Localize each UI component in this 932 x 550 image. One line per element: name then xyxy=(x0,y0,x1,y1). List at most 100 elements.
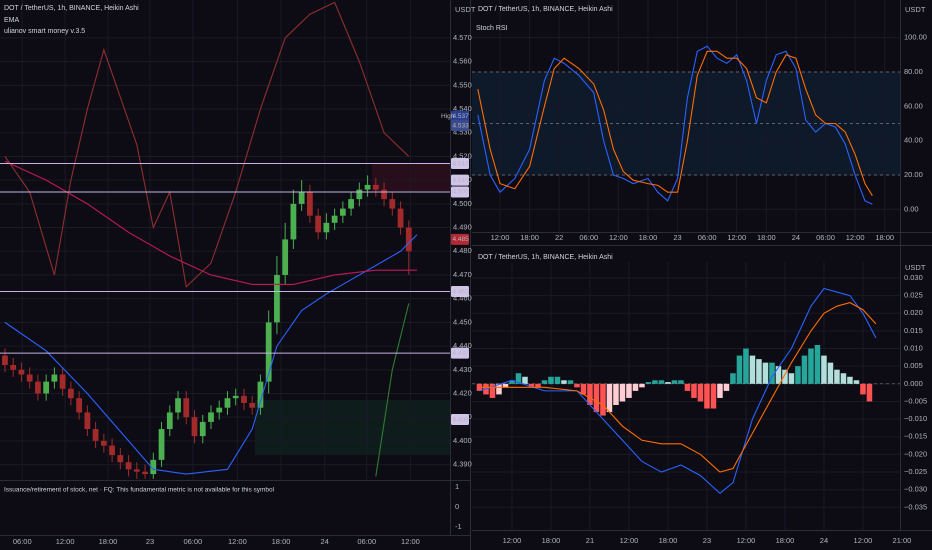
histogram-bar xyxy=(860,383,866,395)
candle-body xyxy=(117,455,124,463)
x-tick-label: 18:00 xyxy=(639,233,658,242)
y-tick-label: 0.025 xyxy=(904,291,923,300)
candle-body xyxy=(109,445,115,456)
histogram-bar xyxy=(593,383,600,413)
candle-body xyxy=(356,189,363,200)
candle-body xyxy=(249,402,256,408)
price-label: 4.485 xyxy=(453,236,470,243)
x-tick-label: 12:00 xyxy=(846,233,865,242)
candle-body xyxy=(331,215,338,223)
candle-body xyxy=(241,395,247,403)
y-tick-label: 4.390 xyxy=(453,460,472,469)
price-label-bg xyxy=(451,120,469,132)
histogram-bar xyxy=(613,383,619,405)
y-tick-label: 0.010 xyxy=(904,344,923,353)
y-tick-label: 100.00 xyxy=(904,33,927,42)
x-tick-label: 06:00 xyxy=(579,233,598,242)
fundamental-note: Issuance/retirement of stock, net · FQ: … xyxy=(4,487,275,494)
candle-body xyxy=(10,365,17,370)
histogram-bar xyxy=(626,383,632,398)
candle-body xyxy=(265,322,272,382)
x-tick-label: 22 xyxy=(555,233,563,242)
candle-body xyxy=(92,429,99,441)
histogram-bar xyxy=(619,383,626,402)
y-tick-label: 4.430 xyxy=(453,365,472,374)
histogram-bar xyxy=(515,373,522,384)
y-tick-label: 0.030 xyxy=(904,273,923,282)
y-tick-label: 0.000 xyxy=(904,379,923,388)
histogram-bar xyxy=(801,355,808,384)
x-tick-label: 12:00 xyxy=(491,233,510,242)
x-tick-label: 24 xyxy=(792,233,800,242)
candle-body xyxy=(100,440,107,446)
indicator-name: Stoch RSI xyxy=(476,25,508,32)
histogram-bar xyxy=(821,355,827,384)
price-label-bg xyxy=(451,286,469,298)
indicator-name: EMA xyxy=(4,17,20,24)
candle-body xyxy=(158,429,165,460)
histogram-bar xyxy=(756,359,762,384)
histogram-bar xyxy=(827,362,834,384)
x-tick-label: 24 xyxy=(820,536,828,545)
high-label: High xyxy=(441,113,455,120)
histogram-bar xyxy=(671,380,678,384)
histogram-bar xyxy=(574,383,580,388)
y-tick-label: 80.00 xyxy=(904,67,923,76)
histogram-bar xyxy=(808,348,814,384)
x-tick-label: 18:00 xyxy=(757,233,776,242)
x-tick-label: 12:00 xyxy=(620,536,639,545)
y-tick-label: 4.570 xyxy=(453,33,472,42)
x-tick-label: 12:00 xyxy=(401,537,420,546)
price-pane xyxy=(0,0,450,480)
y-tick-label: 40.00 xyxy=(904,136,923,145)
x-tick-label: 18:00 xyxy=(875,233,894,242)
chart-title: DOT / TetherUS, 1h, BINANCE, Heikin Ashi xyxy=(478,6,613,13)
candle-body xyxy=(389,199,396,209)
histogram-bar xyxy=(561,380,567,384)
histogram-bar xyxy=(840,373,847,384)
x-tick-label: 06:00 xyxy=(357,537,376,546)
candle-body xyxy=(323,222,330,233)
x-tick-label: 18:00 xyxy=(542,536,561,545)
y-tick-label: 0.020 xyxy=(904,308,923,317)
price-label-bg xyxy=(451,110,469,122)
candle-body xyxy=(142,471,148,475)
indicator-line xyxy=(4,160,418,285)
y-tick-label: 4.460 xyxy=(453,294,472,303)
histogram-bar xyxy=(502,383,509,388)
price-label: 4.510 xyxy=(453,177,470,184)
currency: USDT xyxy=(455,5,476,14)
histogram-bar xyxy=(639,383,645,388)
histogram-bar xyxy=(684,383,691,391)
x-tick-label: 12:00 xyxy=(503,536,522,545)
histogram-bar xyxy=(814,345,821,384)
candle-body xyxy=(125,462,132,470)
price-label: 4.409 xyxy=(453,416,470,423)
candle-body xyxy=(372,184,379,190)
histogram-bar xyxy=(535,383,541,388)
indicator-name: ulianov smart money v.3.5 xyxy=(4,28,85,35)
x-tick-label: 12:00 xyxy=(56,537,75,546)
candle-body xyxy=(282,239,289,275)
x-tick-label: 06:00 xyxy=(698,233,717,242)
y-tick-label: 0.00 xyxy=(904,204,919,213)
y-tick-label: −0.005 xyxy=(904,396,927,405)
y-tick-label: 4.540 xyxy=(453,104,472,113)
y-tick-label: −0.020 xyxy=(904,449,927,458)
y-tick-label: 4.450 xyxy=(453,317,472,326)
y-tick-label: 4.530 xyxy=(453,128,472,137)
y-tick-label: −0.010 xyxy=(904,414,927,423)
histogram-bar xyxy=(736,355,743,384)
oscillator-pane xyxy=(472,0,900,232)
x-tick-label: 18:00 xyxy=(99,537,118,546)
candle-body xyxy=(166,412,173,430)
demand-zone xyxy=(255,400,450,455)
histogram-bar xyxy=(587,383,593,405)
indicator-line xyxy=(479,287,877,494)
chart-title: DOT / TetherUS, 1h, BINANCE, Heikin Ashi xyxy=(4,5,139,12)
candle-body xyxy=(397,208,404,228)
y-tick-label: 4.490 xyxy=(453,223,472,232)
histogram-bar xyxy=(548,376,554,384)
y-tick-label: -1 xyxy=(455,522,462,531)
